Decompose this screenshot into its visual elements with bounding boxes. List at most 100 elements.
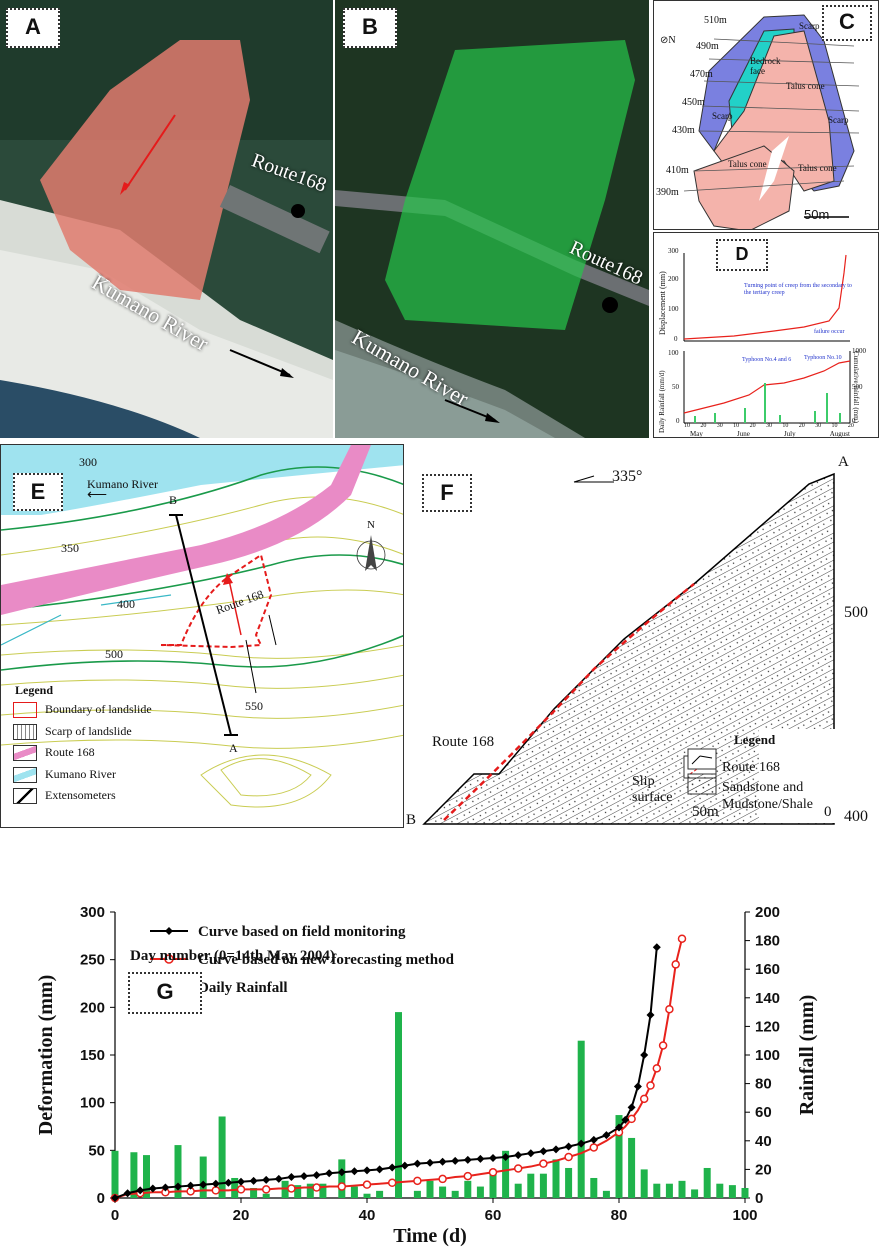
rain-bar [552,1159,560,1198]
panel-tag: A [6,8,60,48]
panel-e-map [1,445,403,808]
section-end: A [838,454,849,470]
section-end: B [169,493,178,507]
forecast-point [488,1168,498,1177]
panel-a-photo [0,0,333,438]
y2-tick-label: 200 [755,904,780,921]
elev-label: 450m [682,97,705,108]
field-point [413,1159,422,1168]
field-point [337,1168,346,1177]
field-point [161,1183,170,1192]
tick: 20 [700,423,707,429]
panel-d-chart [683,253,851,424]
map-label: Scarp [799,21,820,31]
y-tick-label: 200 [80,999,105,1016]
elev-label: 430m [672,125,695,136]
rain-bar [111,1150,119,1198]
flow-arrow-icon: ⟵ [87,488,108,503]
rain-bar [640,1169,648,1198]
rain-bar [143,1155,150,1198]
elevation-label: 500 [844,604,868,621]
panel-tag: G [128,972,202,1014]
tick: 100 [668,349,679,357]
tick: 10 [684,423,690,429]
rain-bar [502,1150,510,1198]
rain-bars [111,1012,749,1198]
field-point [489,1153,497,1162]
x-tick-label: 80 [611,1207,628,1224]
legend-item: Route 168 [13,742,152,764]
map-label: Scarp [712,111,733,121]
forecast-point [287,1184,296,1193]
elev-label: 510m [704,15,727,26]
tick: 1000 [852,347,866,355]
y-label-bottom: Daily Rainfall (mm/d) [658,370,666,433]
y2-tick-label: 60 [755,1104,772,1121]
y-tick-label: 100 [80,1095,105,1112]
rain-bar [565,1167,573,1198]
rain-bar [439,1186,447,1198]
y-tick-label: 0 [97,1190,105,1207]
y-tick-label: 250 [80,952,105,969]
rain-bar [306,1183,314,1198]
x-tick-label: 100 [732,1207,757,1224]
field-point [476,1154,485,1163]
tick: 20 [798,423,805,429]
tick: 30 [716,423,723,429]
forecast-point [639,1094,649,1104]
forecast-point [337,1182,347,1191]
field-point [287,1173,296,1182]
forecast-point [646,1081,655,1090]
field-point [438,1157,447,1166]
rain-bar [615,1115,623,1198]
map-label: Scarp [828,115,849,125]
forecast-point [539,1159,548,1168]
tick: 0 [676,417,680,425]
panel-b: B Route168 Kumano River [335,0,649,438]
north-arrow-icon: ⊘N [660,35,676,46]
field-point [237,1177,245,1186]
rain-bar [262,1193,270,1198]
field-point [300,1172,308,1181]
y2-tick-label: 40 [755,1133,772,1150]
elev-label: 490m [696,41,719,52]
field-point [224,1178,233,1187]
y2-tick-label: 140 [755,990,780,1007]
rain-bar [539,1173,547,1198]
panel-tag: B [343,8,397,48]
field-point [199,1180,208,1189]
day-ticks: 10 20 30 10 20 30 10 20 30 10 20 [684,423,854,429]
legend-item: Boundary of landslide [13,699,152,721]
field-point [186,1181,195,1190]
legend-rock: Sandstone and [722,780,804,795]
annotation: Turning point of creep from the secondar… [744,283,852,296]
field-point [646,1010,655,1019]
tick: 10 [782,423,789,429]
x-tick-label: 20 [233,1207,250,1224]
tick: 30 [815,423,822,429]
field-point [211,1179,220,1188]
rain-bar [741,1187,749,1198]
rain-bar [395,1012,402,1198]
series-lines [110,934,687,1203]
forecast-point [211,1186,221,1195]
rain-bar [130,1152,138,1198]
y2-tick-label: 120 [755,1018,780,1035]
panel-a: A Route168 Kumano River [0,0,333,438]
rain-bar [451,1190,459,1198]
tick: 50 [672,383,679,391]
river-label: Kumano River [87,477,158,491]
field-point [312,1171,321,1180]
rain-bar [199,1156,207,1198]
y-label-top: Displacement (mm) [658,271,667,335]
section-end: B [406,812,417,828]
y-axis-title: Deformation (mm) [35,975,57,1136]
field-point [633,1082,642,1091]
forecast-point [658,1041,668,1050]
field-point [111,1194,119,1202]
legend-label: Curve based on new forecasting method [198,952,455,968]
rain-bar [363,1193,371,1198]
rain-bar [426,1180,434,1198]
contour-label: 300 [79,455,97,469]
field-point [174,1182,182,1191]
